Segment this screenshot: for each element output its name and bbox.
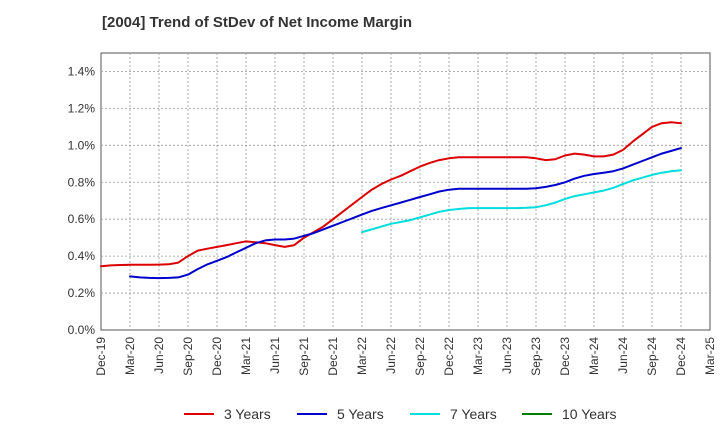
- x-tick-label: Mar-20: [123, 337, 137, 375]
- x-tick-label: Jun-23: [500, 337, 514, 374]
- x-tick-label: Mar-21: [239, 337, 253, 375]
- legend-label-10-years: 10 Years: [562, 406, 617, 422]
- series-line-7-years: [361, 169, 682, 234]
- y-tick-label: 1.0%: [68, 138, 96, 152]
- y-tick-label: 0.6%: [68, 212, 96, 226]
- y-tick-label: 0.8%: [68, 175, 96, 189]
- x-tick-label: Dec-24: [674, 337, 688, 376]
- series-line-5-years: [129, 147, 682, 280]
- x-tick-label: Sep-21: [297, 337, 311, 376]
- series-line-3-years: [100, 121, 682, 268]
- x-tick-label: Dec-20: [210, 337, 224, 376]
- x-tick-label: Dec-21: [326, 337, 340, 376]
- y-axis: 0.0% 0.2% 0.4% 0.6% 0.8% 1.0% 1.2% 1.4%: [68, 64, 96, 337]
- y-tick-label: 0.0%: [68, 323, 96, 337]
- y-tick-label: 0.2%: [68, 286, 96, 300]
- legend-label-5-years: 5 Years: [337, 406, 384, 422]
- x-tick-label: Jun-22: [384, 337, 398, 374]
- y-tick-label: 1.2%: [68, 101, 96, 115]
- x-tick-label: Jun-24: [616, 337, 630, 374]
- x-tick-label: Mar-25: [703, 337, 717, 375]
- x-tick-label: Sep-23: [529, 337, 543, 376]
- x-tick-label: Dec-19: [94, 337, 108, 376]
- legend-label-7-years: 7 Years: [450, 406, 497, 422]
- series-lines: [100, 121, 682, 280]
- x-tick-label: Jun-21: [268, 337, 282, 374]
- x-tick-label: Dec-23: [558, 337, 572, 376]
- legend-label-3-years: 3 Years: [224, 406, 271, 422]
- x-tick-label: Mar-22: [355, 337, 369, 375]
- x-tick-label: Sep-24: [645, 337, 659, 376]
- chart-title: [2004] Trend of StDev of Net Income Marg…: [102, 14, 413, 31]
- x-tick-label: Mar-23: [471, 337, 485, 375]
- x-tick-label: Dec-22: [442, 337, 456, 376]
- plot-frame: [100, 52, 711, 331]
- y-tick-label: 0.4%: [68, 249, 96, 263]
- x-tick-label: Mar-24: [587, 337, 601, 375]
- plot-area: [100, 52, 711, 331]
- x-tick-label: Jun-20: [152, 337, 166, 374]
- x-axis: Dec-19 Mar-20 Jun-20 Sep-20 Dec-20 Mar-21 Jun-…: [94, 337, 717, 376]
- x-tick-label: Sep-22: [413, 337, 427, 376]
- legend: 3 Years 5 Years 7 Years 10 Years: [184, 406, 617, 422]
- y-tick-label: 1.4%: [68, 64, 96, 78]
- x-tick-label: Sep-20: [181, 337, 195, 376]
- grid: [101, 53, 710, 330]
